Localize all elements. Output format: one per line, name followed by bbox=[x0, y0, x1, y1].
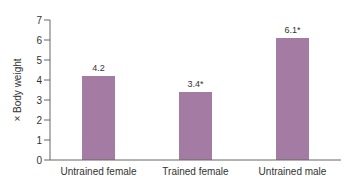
svg-text:6: 6 bbox=[36, 35, 42, 46]
svg-text:Trained female: Trained female bbox=[162, 166, 229, 177]
svg-text:4.2: 4.2 bbox=[92, 63, 105, 73]
svg-text:7: 7 bbox=[36, 15, 42, 26]
svg-text:4: 4 bbox=[36, 75, 42, 86]
svg-text:3: 3 bbox=[36, 95, 42, 106]
svg-text:3.4*: 3.4* bbox=[188, 79, 205, 89]
svg-text:× Body weight: × Body weight bbox=[12, 58, 23, 121]
svg-text:0: 0 bbox=[36, 155, 42, 166]
svg-text:6.1*: 6.1* bbox=[285, 25, 302, 35]
svg-text:Untrained male: Untrained male bbox=[259, 166, 327, 177]
svg-text:2: 2 bbox=[36, 115, 42, 126]
svg-text:5: 5 bbox=[36, 55, 42, 66]
svg-text:1: 1 bbox=[36, 135, 42, 146]
svg-text:Untrained female: Untrained female bbox=[60, 166, 137, 177]
